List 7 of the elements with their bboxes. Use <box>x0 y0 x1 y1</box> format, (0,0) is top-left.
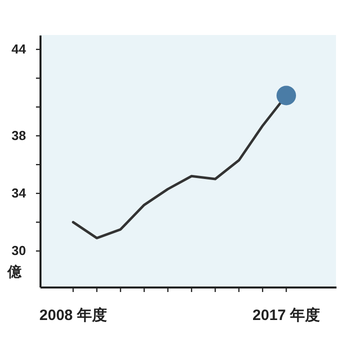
y-tick-label: 44 <box>12 41 27 56</box>
x-tick-label: 2017 年度 <box>252 306 320 324</box>
y-tick-label: 30 <box>12 243 26 258</box>
y-tick-label: 38 <box>12 128 26 143</box>
y-tick-label: 34 <box>12 185 27 200</box>
y-axis-title: 億 <box>6 264 22 280</box>
x-tick-label: 2008 年度 <box>39 306 107 324</box>
